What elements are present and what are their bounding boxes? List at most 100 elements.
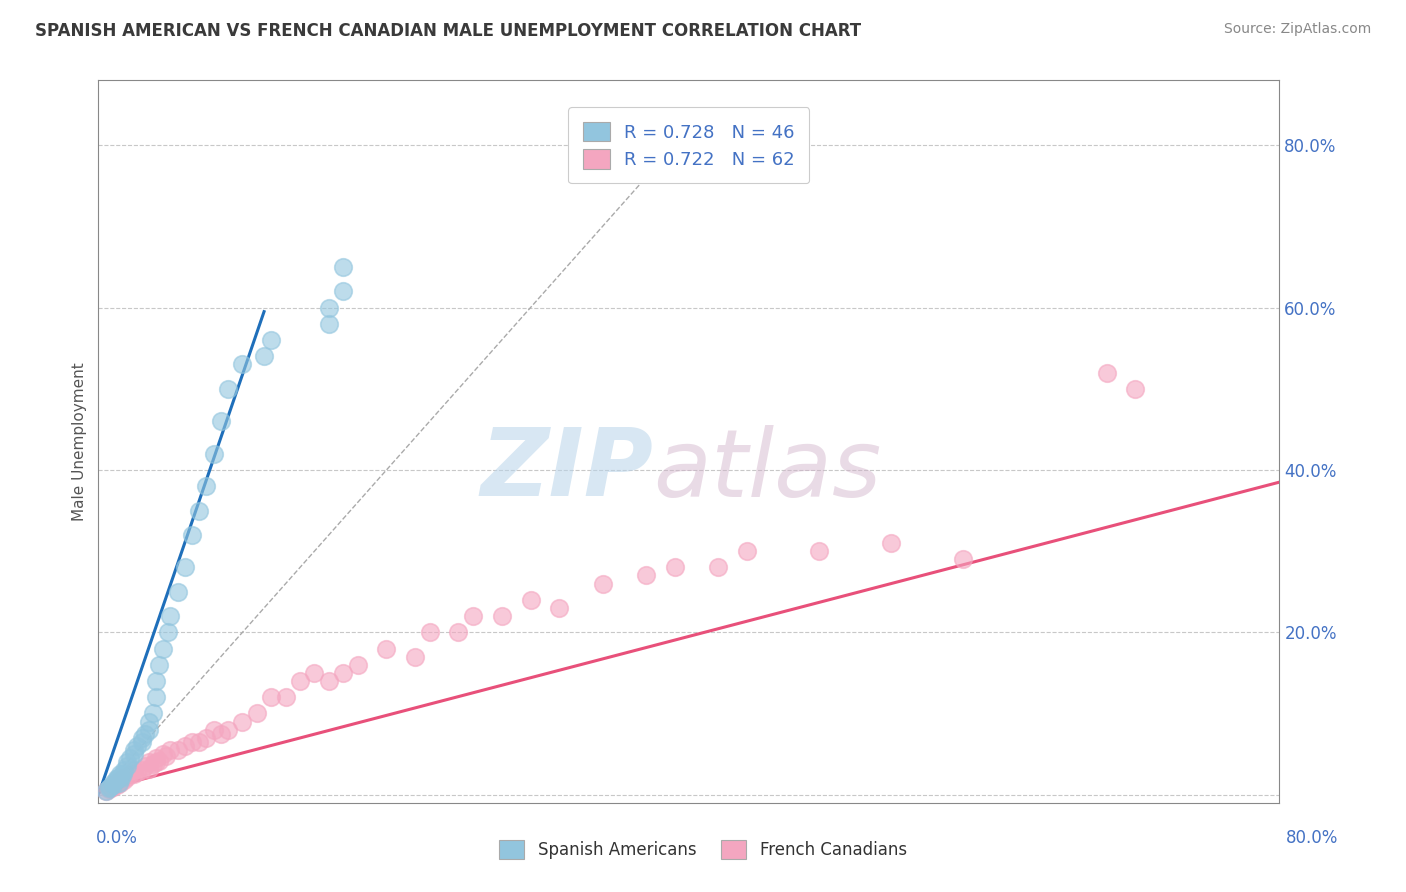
Point xyxy=(664,560,686,574)
Point xyxy=(195,731,218,745)
Text: ZIP: ZIP xyxy=(481,425,654,516)
Point xyxy=(188,735,211,749)
Point xyxy=(173,560,195,574)
Point xyxy=(346,657,368,672)
Point xyxy=(115,755,138,769)
Legend: Spanish Americans, French Canadians: Spanish Americans, French Canadians xyxy=(492,834,914,866)
Point xyxy=(166,743,188,757)
Point xyxy=(115,770,138,784)
Point xyxy=(108,767,131,781)
Point xyxy=(120,751,142,765)
Point xyxy=(304,665,326,680)
Point xyxy=(105,778,128,792)
Point xyxy=(131,764,153,778)
Point xyxy=(142,706,165,721)
Point xyxy=(142,756,165,771)
Point xyxy=(105,772,128,786)
Point xyxy=(159,609,181,624)
Point xyxy=(260,690,283,705)
Point xyxy=(98,781,121,796)
Point xyxy=(1095,366,1118,380)
Point xyxy=(152,747,174,761)
Point xyxy=(97,781,120,796)
Point xyxy=(124,764,146,778)
Point xyxy=(134,727,156,741)
Point xyxy=(202,723,225,737)
Point xyxy=(155,748,177,763)
Point xyxy=(101,778,124,792)
Point xyxy=(288,673,311,688)
Point xyxy=(148,754,170,768)
Point xyxy=(592,576,614,591)
Point xyxy=(274,690,297,705)
Point xyxy=(134,759,156,773)
Point xyxy=(188,503,211,517)
Point xyxy=(159,743,181,757)
Point xyxy=(231,358,253,372)
Point xyxy=(101,780,124,794)
Text: 80.0%: 80.0% xyxy=(1286,829,1339,847)
Point xyxy=(127,764,149,779)
Point xyxy=(195,479,218,493)
Text: Source: ZipAtlas.com: Source: ZipAtlas.com xyxy=(1223,22,1371,37)
Point xyxy=(138,762,160,776)
Point xyxy=(1125,382,1147,396)
Point xyxy=(260,333,283,347)
Point xyxy=(101,775,124,789)
Point xyxy=(807,544,830,558)
Point xyxy=(145,690,167,705)
Text: 0.0%: 0.0% xyxy=(96,829,138,847)
Text: SPANISH AMERICAN VS FRENCH CANADIAN MALE UNEMPLOYMENT CORRELATION CHART: SPANISH AMERICAN VS FRENCH CANADIAN MALE… xyxy=(35,22,862,40)
Point xyxy=(491,609,513,624)
Point xyxy=(110,772,132,786)
Point xyxy=(152,641,174,656)
Point xyxy=(131,735,153,749)
Point xyxy=(145,673,167,688)
Point xyxy=(104,773,127,788)
Point xyxy=(419,625,441,640)
Point xyxy=(108,770,131,784)
Point xyxy=(112,764,135,778)
Point xyxy=(952,552,974,566)
Point xyxy=(107,775,129,789)
Text: atlas: atlas xyxy=(654,425,882,516)
Point xyxy=(879,536,901,550)
Point xyxy=(181,528,204,542)
Point xyxy=(124,743,146,757)
Point xyxy=(124,747,146,761)
Point xyxy=(548,601,571,615)
Point xyxy=(120,767,142,781)
Point xyxy=(202,447,225,461)
Point xyxy=(104,775,127,789)
Legend: R = 0.728   N = 46, R = 0.722   N = 62: R = 0.728 N = 46, R = 0.722 N = 62 xyxy=(568,107,810,183)
Point xyxy=(706,560,728,574)
Point xyxy=(112,773,135,788)
Point xyxy=(173,739,195,753)
Point xyxy=(94,783,117,797)
Point xyxy=(461,609,484,624)
Point xyxy=(101,778,124,792)
Point xyxy=(318,317,340,331)
Point xyxy=(138,755,160,769)
Point xyxy=(231,714,253,729)
Point xyxy=(115,759,138,773)
Point xyxy=(375,641,398,656)
Point xyxy=(318,301,340,315)
Point xyxy=(166,584,188,599)
Point xyxy=(131,731,153,745)
Point xyxy=(124,767,146,781)
Point xyxy=(332,260,354,274)
Point xyxy=(217,382,239,396)
Point xyxy=(94,783,117,797)
Point xyxy=(246,706,269,721)
Point xyxy=(217,723,239,737)
Point xyxy=(404,649,426,664)
Point xyxy=(111,772,134,786)
Point xyxy=(145,755,167,769)
Point xyxy=(127,739,149,753)
Point xyxy=(519,592,541,607)
Point xyxy=(138,723,160,737)
Y-axis label: Male Unemployment: Male Unemployment xyxy=(72,362,87,521)
Point xyxy=(156,625,179,640)
Point xyxy=(318,673,340,688)
